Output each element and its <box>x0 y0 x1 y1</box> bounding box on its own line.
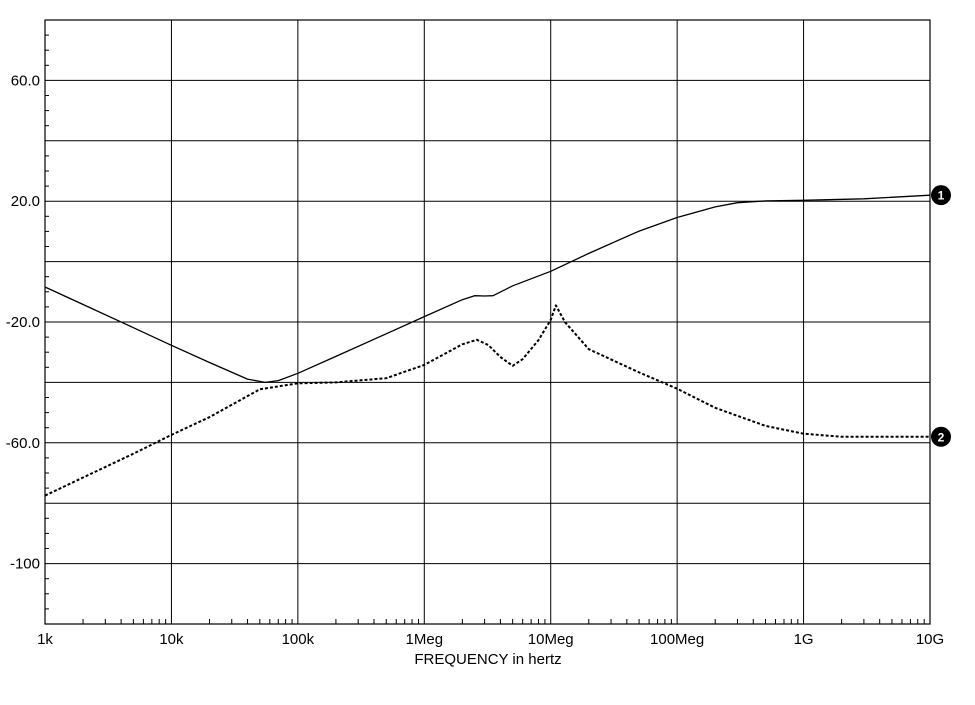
plot-frame <box>44 19 931 625</box>
tick-labels: 1k 10k 100k 1Meg 10Meg 100Meg 1G 10G 60.0 20.0 -20… <box>6 72 944 648</box>
x-tick-label: 1Meg <box>406 631 444 648</box>
y-tick-label: -60.0 <box>6 435 40 452</box>
x-tick-label: 1G <box>794 631 814 648</box>
x-axis-title: FREQUENCY in hertz <box>414 651 561 668</box>
x-tick-label: 1k <box>37 631 53 648</box>
series-2-marker <box>931 426 951 447</box>
x-tick-label: 10G <box>916 631 944 648</box>
y-tick-label: -20.0 <box>6 314 40 331</box>
series-1-marker-label: 1 <box>938 189 945 203</box>
grid <box>44 19 931 625</box>
y-tick-label: 20.0 <box>11 193 40 210</box>
x-tick-label: 10Meg <box>528 631 574 648</box>
series-2-marker-label: 2 <box>938 430 945 444</box>
y-tick-label: 60.0 <box>11 72 40 89</box>
series-1-marker <box>931 185 951 206</box>
x-tick-label: 10k <box>159 631 184 648</box>
series-2-line <box>44 304 930 497</box>
x-tick-label: 100Meg <box>650 631 704 648</box>
y-tick-label: -100 <box>10 556 40 573</box>
minor-ticks <box>45 34 925 624</box>
series-markers: 12 <box>931 185 951 447</box>
series-1-line <box>44 194 931 384</box>
x-tick-label: 100k <box>282 631 315 648</box>
series-group <box>44 194 931 497</box>
